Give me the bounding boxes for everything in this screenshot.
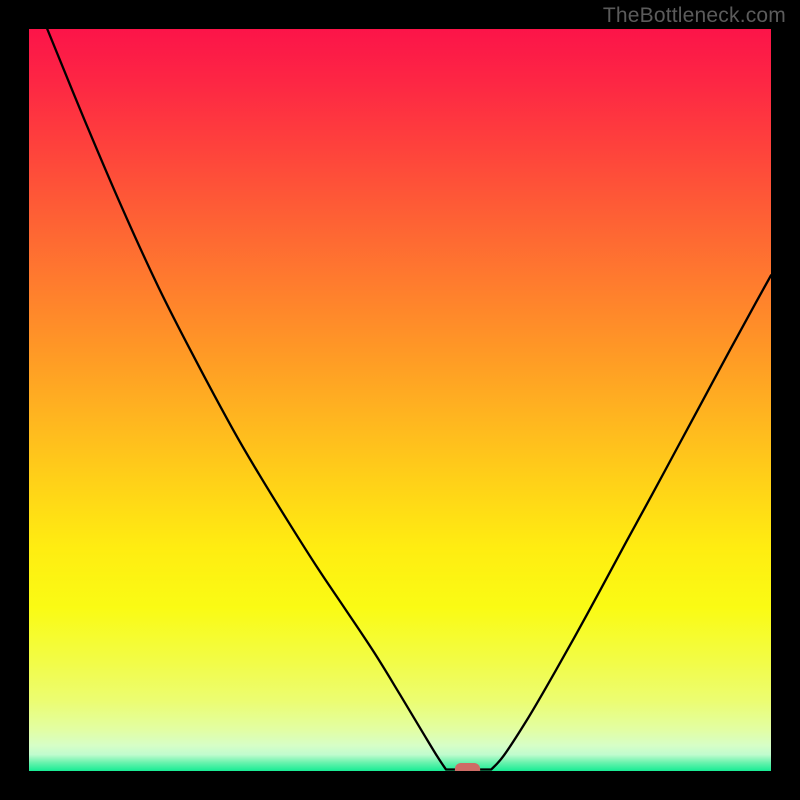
chart-stage: TheBottleneck.com — [0, 0, 800, 800]
plot-background — [29, 29, 771, 771]
minimum-marker — [455, 763, 480, 777]
bottleneck-chart — [0, 0, 800, 800]
